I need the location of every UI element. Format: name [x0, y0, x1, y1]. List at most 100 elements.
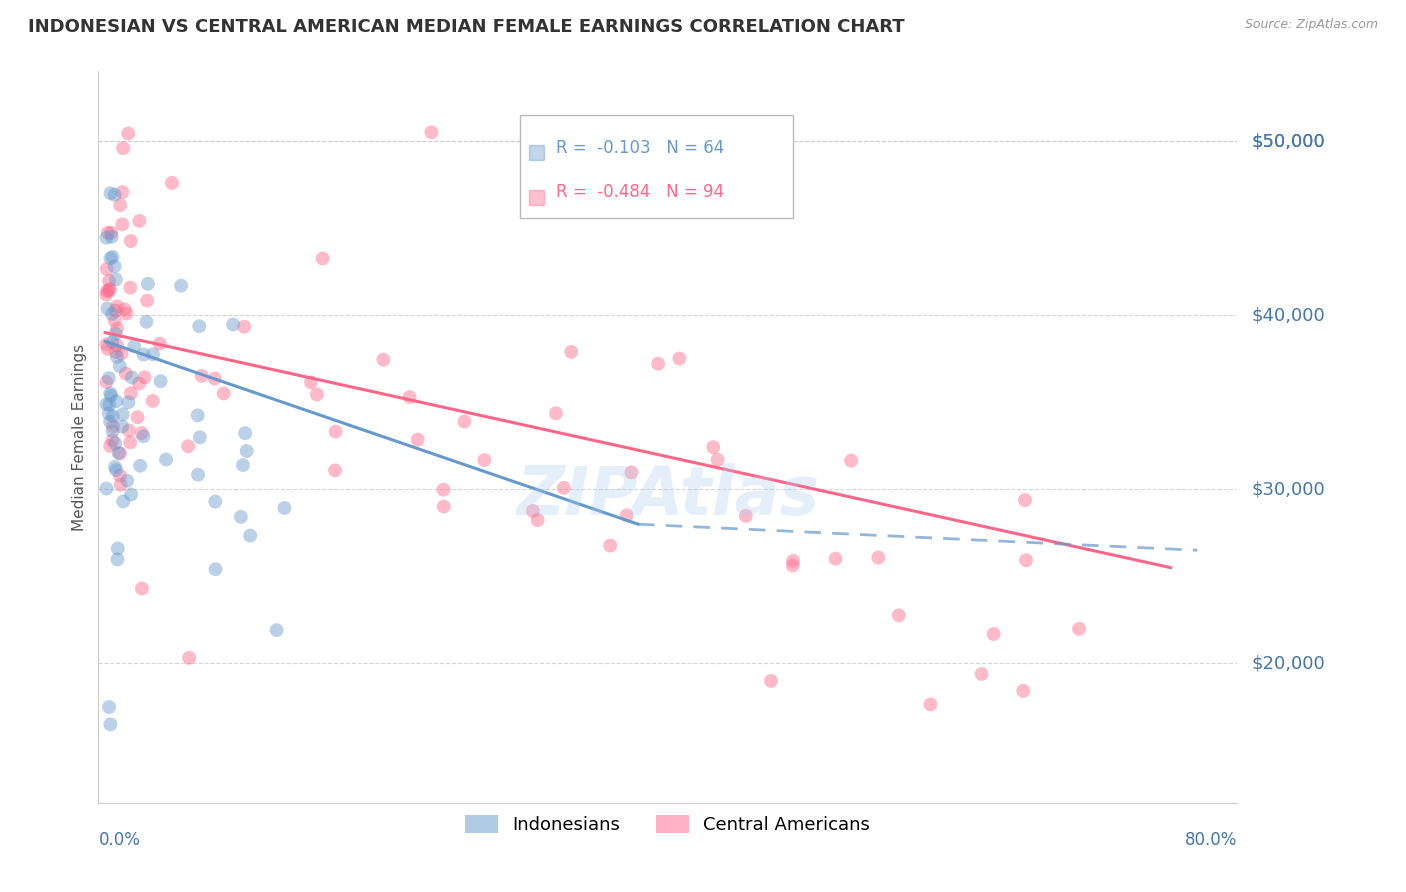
Point — [323, 463, 346, 477]
Text: Source: ZipAtlas.com: Source: ZipAtlas.com — [1244, 18, 1378, 31]
Point — [149, 374, 172, 388]
Point — [474, 453, 496, 467]
Point — [118, 424, 141, 438]
Point — [142, 393, 165, 408]
Point — [131, 425, 153, 440]
Point — [647, 357, 669, 371]
Point — [239, 528, 262, 542]
Text: 0.0%: 0.0% — [98, 830, 141, 848]
Point — [235, 444, 257, 458]
Point — [305, 387, 328, 401]
Point — [134, 370, 156, 384]
Point — [101, 409, 124, 424]
Point — [104, 326, 127, 341]
Point — [96, 337, 118, 351]
Point — [114, 302, 136, 317]
Point — [117, 127, 139, 141]
Point — [432, 483, 454, 497]
Point — [734, 508, 756, 523]
Point — [111, 419, 134, 434]
Point — [97, 283, 120, 297]
Point — [433, 500, 456, 514]
Point — [104, 303, 127, 318]
Point — [188, 430, 211, 444]
Point — [560, 345, 582, 359]
Point — [666, 203, 689, 218]
Point — [398, 390, 420, 404]
Point — [325, 425, 347, 439]
Point — [136, 293, 159, 308]
Point — [104, 436, 127, 450]
Point — [160, 176, 183, 190]
Point — [616, 508, 638, 523]
Point — [233, 319, 256, 334]
Point — [96, 284, 118, 298]
Point — [115, 367, 138, 381]
Point — [266, 623, 288, 637]
Point — [108, 359, 131, 373]
Point — [97, 371, 120, 385]
Point — [311, 252, 333, 266]
Point — [105, 338, 128, 352]
Point — [115, 307, 138, 321]
Point — [111, 407, 134, 421]
Point — [1012, 683, 1035, 698]
Point — [100, 226, 122, 240]
Point — [1067, 622, 1090, 636]
Point — [110, 477, 132, 491]
Text: 80.0%: 80.0% — [1185, 830, 1237, 848]
Point — [920, 698, 942, 712]
Point — [120, 234, 142, 248]
Point — [100, 251, 122, 265]
Point — [100, 717, 122, 731]
Point — [620, 466, 643, 480]
Point — [96, 231, 118, 245]
Point — [120, 386, 142, 401]
Point — [299, 376, 322, 390]
Point — [824, 551, 846, 566]
Point — [128, 214, 150, 228]
Text: R =  -0.484   N = 94: R = -0.484 N = 94 — [557, 183, 724, 201]
Point — [98, 398, 121, 412]
Text: $50,000: $50,000 — [1251, 132, 1324, 150]
Point — [155, 452, 177, 467]
Point — [420, 125, 443, 139]
Point — [204, 494, 226, 508]
Text: $40,000: $40,000 — [1251, 306, 1324, 324]
Point — [127, 410, 149, 425]
Point — [107, 446, 129, 460]
Point — [101, 424, 124, 438]
Point — [702, 440, 724, 454]
Point — [406, 433, 429, 447]
Point — [170, 278, 193, 293]
Point — [526, 513, 548, 527]
Point — [112, 141, 135, 155]
Point — [970, 667, 993, 681]
Point — [100, 389, 122, 403]
Point — [273, 500, 295, 515]
Point — [101, 419, 124, 434]
Point — [120, 487, 142, 501]
Point — [111, 185, 134, 199]
Point — [132, 347, 155, 361]
Point — [111, 217, 134, 231]
Point — [983, 627, 1005, 641]
Point — [782, 558, 804, 573]
Point — [97, 226, 120, 240]
Point — [117, 395, 139, 409]
Text: $20,000: $20,000 — [1251, 655, 1324, 673]
Point — [98, 386, 121, 401]
Point — [96, 375, 118, 389]
Point — [117, 474, 139, 488]
Point — [122, 339, 145, 353]
Point — [108, 198, 131, 212]
Point — [96, 262, 118, 277]
Text: $30,000: $30,000 — [1251, 480, 1324, 499]
Point — [135, 315, 157, 329]
Point — [104, 345, 127, 359]
Point — [100, 229, 122, 244]
Point — [101, 434, 124, 448]
Point — [105, 299, 128, 313]
Point — [100, 186, 122, 201]
Point — [187, 409, 209, 423]
